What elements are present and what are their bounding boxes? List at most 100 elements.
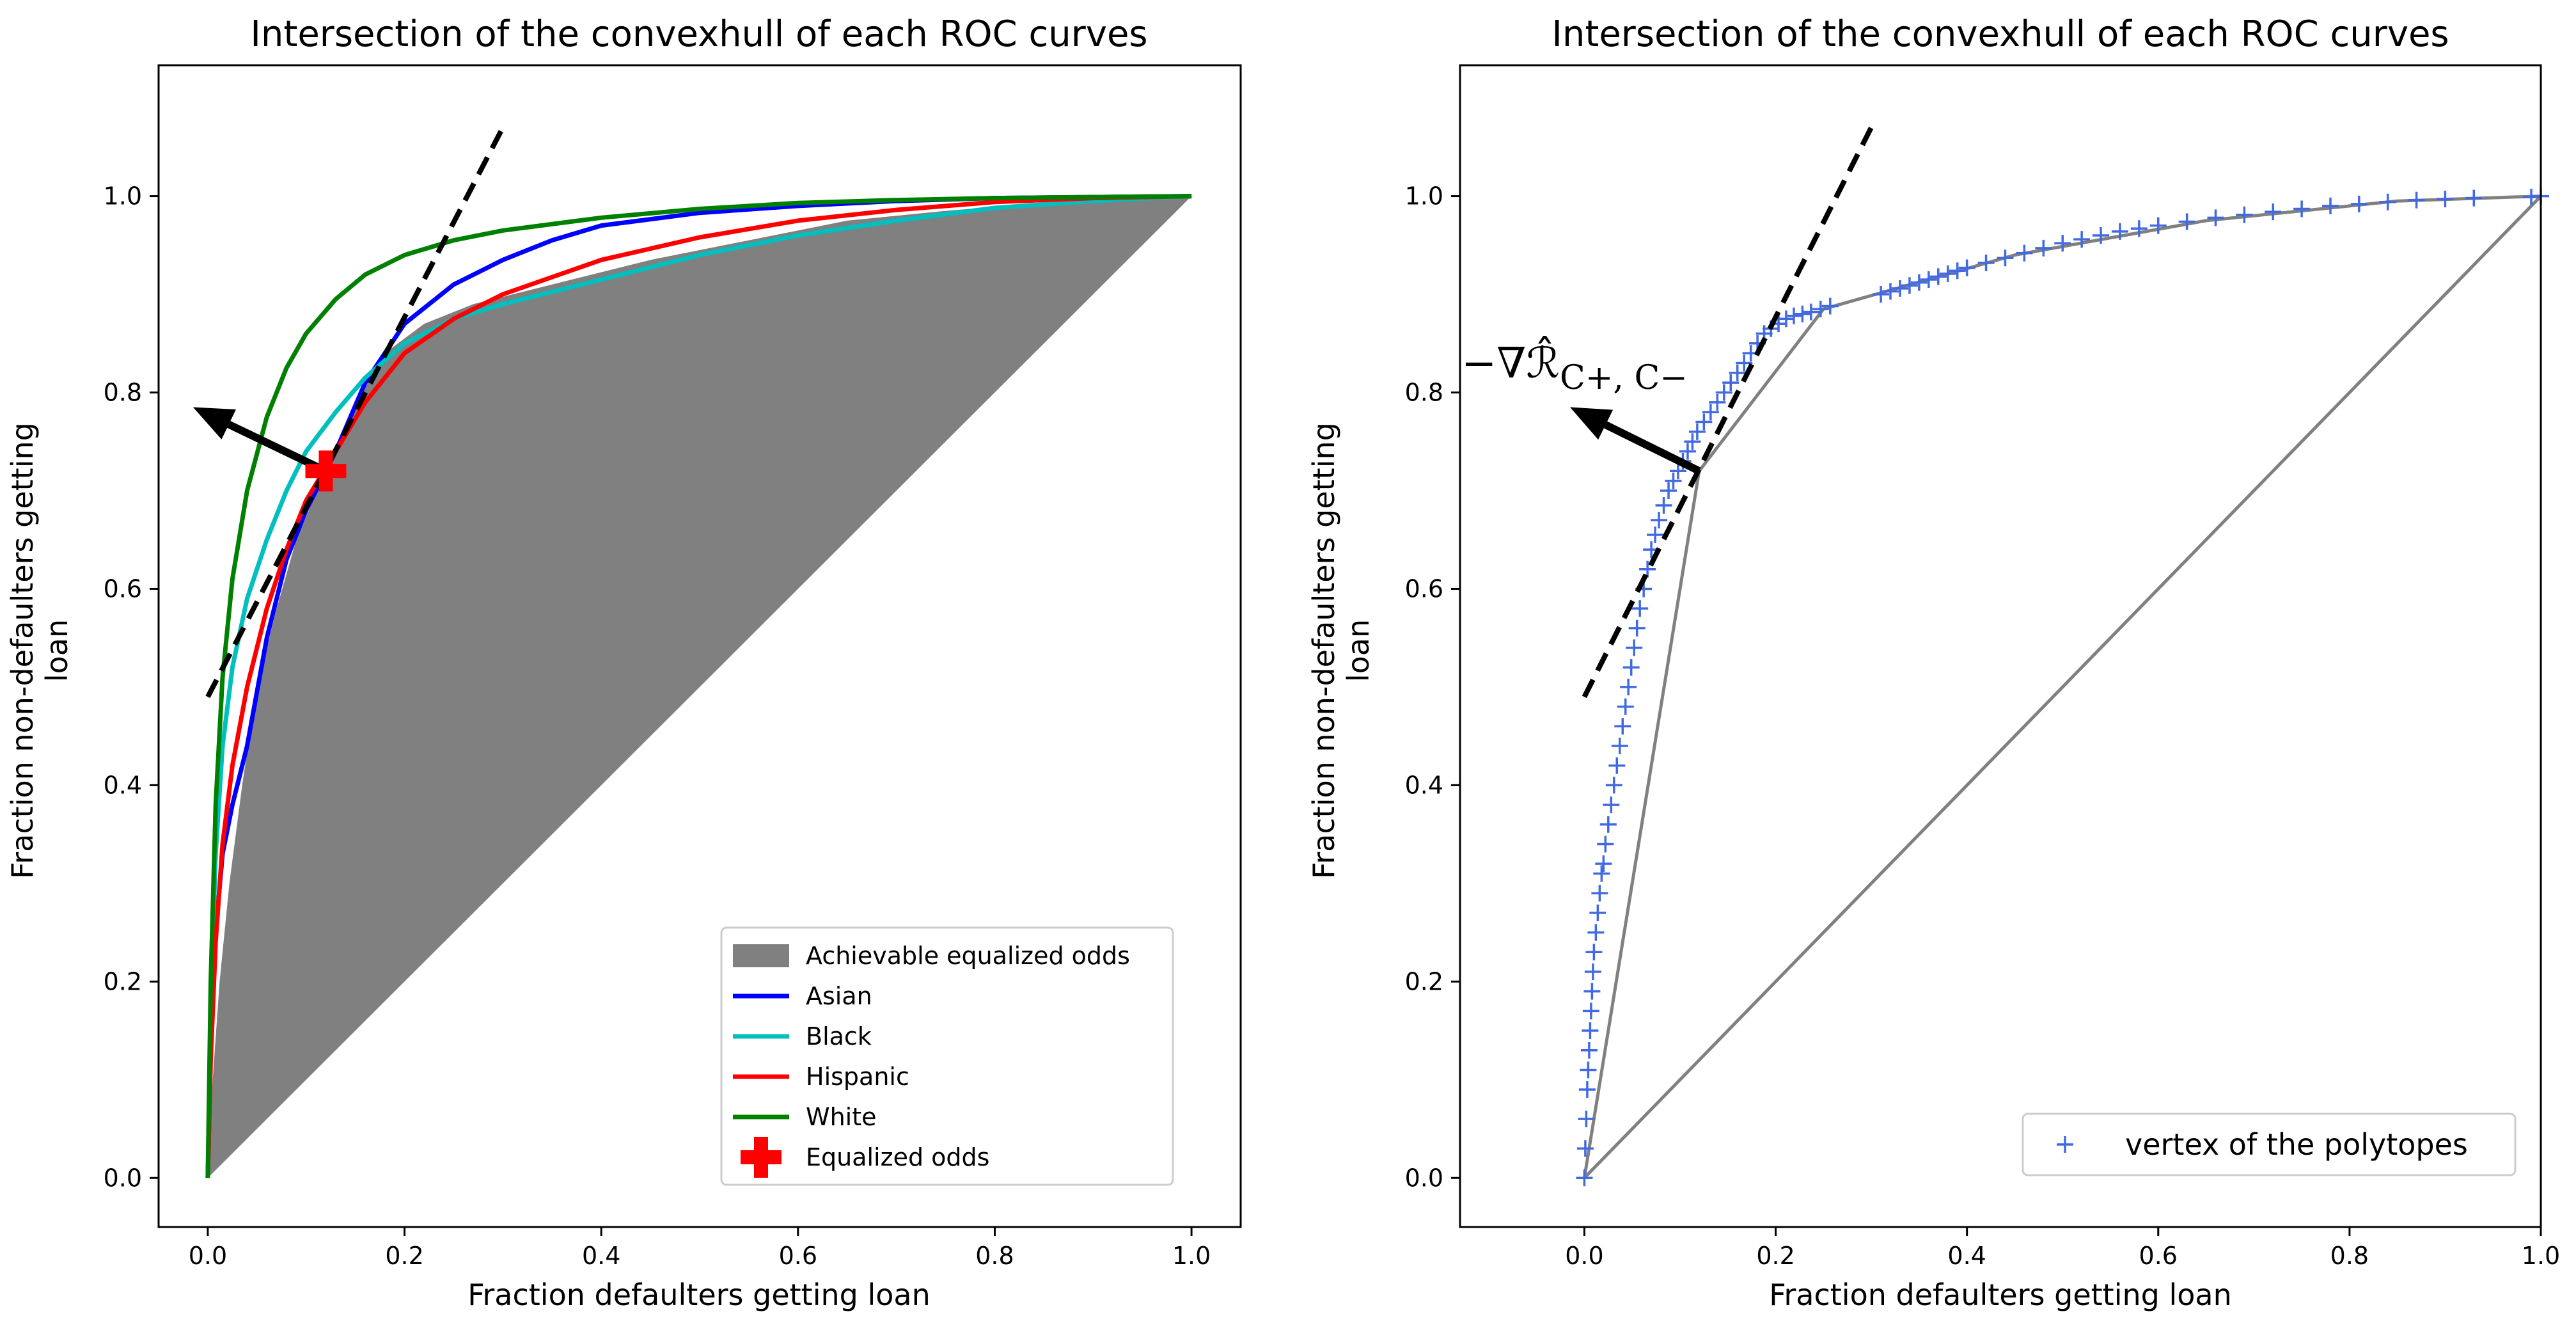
vertex-marker: [1628, 619, 1645, 637]
vertex-marker: [2265, 203, 2282, 221]
vertex-marker: [1576, 1140, 1594, 1157]
vertex-marker: [1684, 433, 1701, 450]
vertex-marker: [1655, 497, 1672, 514]
axes-frame: [1459, 64, 2542, 1228]
vertex-marker: [1949, 262, 1966, 280]
legend-swatch: [741, 1137, 781, 1178]
vertex-marker: [1802, 303, 1819, 321]
vertex-marker: [2093, 226, 2110, 244]
y-tick-label: 1.0: [1405, 182, 1443, 210]
vertex-marker: [1688, 423, 1706, 440]
achievable-region: [207, 196, 1192, 1178]
vertex-marker: [1709, 393, 1726, 411]
legend-swatch: [2057, 1136, 2073, 1153]
vertex-marker: [1626, 639, 1643, 656]
vertex-marker: [2350, 195, 2368, 212]
vertex-marker: [2207, 209, 2224, 226]
vertex-marker: [1580, 1041, 1598, 1059]
vertex-marker: [2437, 191, 2454, 208]
legend-box: [720, 926, 1174, 1186]
vertex-marker: [1589, 904, 1606, 921]
vertex-marker: [2149, 217, 2167, 234]
vertex-marker: [1977, 254, 1995, 271]
vertex-marker: [1605, 777, 1622, 794]
vertex-marker: [1958, 259, 1975, 276]
vertex-marker: [1578, 1111, 1595, 1128]
gradient-arrow-head: [192, 407, 236, 439]
y-axis-label: Fraction non-defaulters gettingloan: [5, 422, 74, 879]
y-tick-label: 0.8: [104, 379, 142, 407]
vertex-marker: [1695, 413, 1713, 431]
vertex-marker: [1584, 963, 1601, 980]
vertex-marker: [1622, 659, 1640, 676]
vertex-marker: [1997, 249, 2014, 267]
left-chart: Intersection of the convexhull of each R…: [5, 13, 1242, 1312]
vertex-marker: [1901, 277, 1918, 294]
vertex-marker: [1595, 855, 1612, 873]
legend-swatch: [733, 944, 789, 967]
vertex-marker: [1891, 280, 1908, 297]
y-tick-label: 0.4: [1405, 771, 1443, 799]
x-tick-label: 0.2: [385, 1242, 423, 1270]
vertex-marker: [1660, 482, 1677, 499]
vertex-marker: [1608, 757, 1626, 774]
vertex-marker: [1591, 885, 1608, 902]
x-tick-label: 0.6: [2139, 1242, 2178, 1270]
vertex-marker: [1882, 283, 1899, 300]
equalized-odds-marker: [305, 450, 347, 492]
vertex-marker: [1702, 404, 1719, 421]
vertex-marker: [1599, 816, 1617, 833]
vertex-marker: [1631, 600, 1649, 617]
vertex-marker: [1651, 512, 1668, 529]
vertex-marker: [2130, 220, 2148, 237]
right-chart: Intersection of the convexhull of each R…: [1307, 13, 2560, 1312]
y-tick-label: 0.2: [1405, 967, 1443, 995]
vertex-marker: [1777, 310, 1795, 328]
vertex-marker: [2465, 189, 2483, 207]
vertex-marker: [1603, 796, 1620, 814]
legend-box: [2022, 1112, 2517, 1176]
vertex-marker: [2293, 200, 2311, 218]
vertex-marker: [2178, 213, 2195, 230]
chart-title: Intersection of the convexhull of each R…: [250, 13, 1147, 55]
vertex-marker: [2054, 235, 2071, 252]
series-line-black: [205, 194, 1192, 1178]
tangent-line: [1582, 126, 1874, 699]
vertex-marker: [1580, 1061, 1597, 1079]
vertex-marker: [1873, 286, 1890, 303]
series-line-white: [205, 194, 1192, 1178]
vertex-marker: [1617, 698, 1634, 715]
legend-label-hispanic: Hispanic: [806, 1063, 909, 1091]
legend: vertex of the polytopes: [2022, 1112, 2517, 1176]
vertex-marker: [1587, 924, 1605, 941]
legend: Achievable equalized odds Asian Black Hispa…: [720, 926, 1174, 1186]
gradient-annotation: −∇ℛ̂C+, C−: [1461, 336, 1688, 397]
vertex-marker: [1920, 271, 1937, 289]
legend-label-black: Black: [806, 1022, 872, 1050]
vertex-marker: [2408, 191, 2425, 209]
vertex-marker: [2111, 223, 2128, 240]
vertex-marker: [1593, 865, 1610, 882]
vertex-markers: [1576, 187, 2549, 1187]
y-tick-label: 0.6: [104, 574, 142, 603]
vertex-marker: [1614, 718, 1631, 735]
vertex-marker: [1639, 560, 1656, 578]
y-tick-label: 0.0: [1405, 1164, 1443, 1192]
x-tick-label: 0.0: [1565, 1242, 1603, 1270]
series-line-hispanic: [205, 194, 1192, 1178]
y-tick-label: 0.2: [104, 967, 142, 995]
y-tick-label: 1.0: [104, 182, 142, 210]
tangent-line: [205, 126, 505, 699]
legend-label-achievable-equalized-odds: Achievable equalized odds: [806, 942, 1130, 970]
gradient-arrow-shaft: [1603, 421, 1701, 475]
legend-label-white: White: [806, 1103, 877, 1131]
y-tick-label: 0.4: [104, 771, 142, 799]
x-tick-label: 0.8: [975, 1242, 1014, 1270]
x-tick-label: 0.4: [1947, 1242, 1986, 1270]
x-tick-label: 0.0: [189, 1242, 227, 1270]
plot-area: −∇ℛ̂C+, C− 0.0 0.2 0.4 0.6 0.8 1.0 0.0 0.2 0.4 0.6…: [1405, 64, 2560, 1270]
chart-title: Intersection of the convexhull of each R…: [1551, 13, 2449, 55]
x-axis-label: Fraction defaulters getting loan: [467, 1278, 931, 1312]
legend-label-equalized-odds: Equalized odds: [806, 1143, 989, 1171]
